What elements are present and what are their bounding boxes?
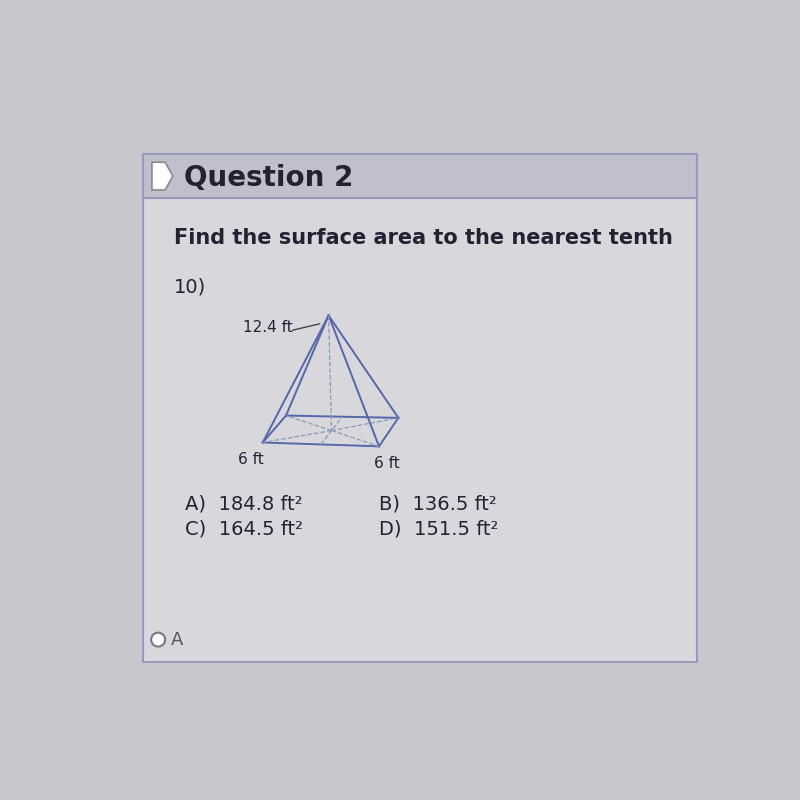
Text: B)  136.5 ft²: B) 136.5 ft² (379, 494, 497, 514)
Text: 6 ft: 6 ft (374, 456, 400, 470)
Text: Question 2: Question 2 (184, 164, 353, 192)
Text: Find the surface area to the nearest tenth: Find the surface area to the nearest ten… (174, 229, 673, 249)
Polygon shape (152, 162, 173, 190)
Text: 10): 10) (174, 278, 206, 297)
FancyBboxPatch shape (142, 154, 697, 198)
Text: A)  184.8 ft²: A) 184.8 ft² (186, 494, 303, 514)
FancyBboxPatch shape (142, 154, 697, 662)
Text: C)  164.5 ft²: C) 164.5 ft² (186, 519, 303, 538)
Text: D)  151.5 ft²: D) 151.5 ft² (379, 519, 498, 538)
Circle shape (151, 633, 165, 646)
Text: 6 ft: 6 ft (238, 452, 264, 467)
Text: A: A (171, 630, 184, 649)
Text: 12.4 ft: 12.4 ft (243, 319, 293, 334)
